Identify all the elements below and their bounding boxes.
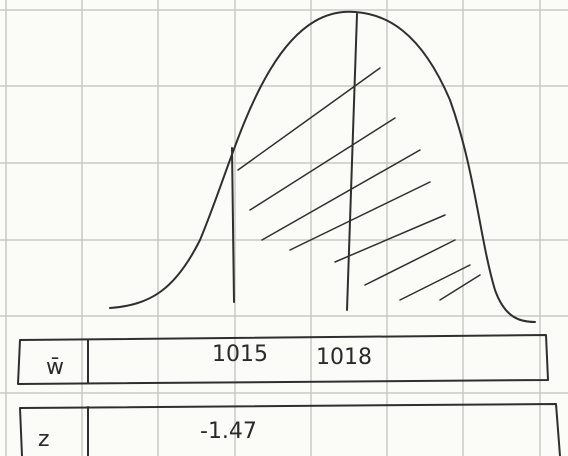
boundary-line (347, 14, 357, 310)
row-label: z (38, 427, 50, 452)
row-box (18, 335, 548, 384)
normal-curve (110, 12, 535, 322)
row-label: w̄ (46, 355, 64, 380)
shading (238, 68, 480, 300)
sketch: w̄ 1015 1018 z -1.47 (0, 0, 568, 456)
cell-value: 1018 (316, 345, 372, 370)
page: w̄ 1015 1018 z -1.47 (() => { const data… (0, 0, 568, 456)
row-box (20, 404, 560, 456)
cell-value: 1015 (212, 342, 268, 367)
boundary-line (232, 148, 234, 302)
cell-value: -1.47 (200, 419, 257, 444)
